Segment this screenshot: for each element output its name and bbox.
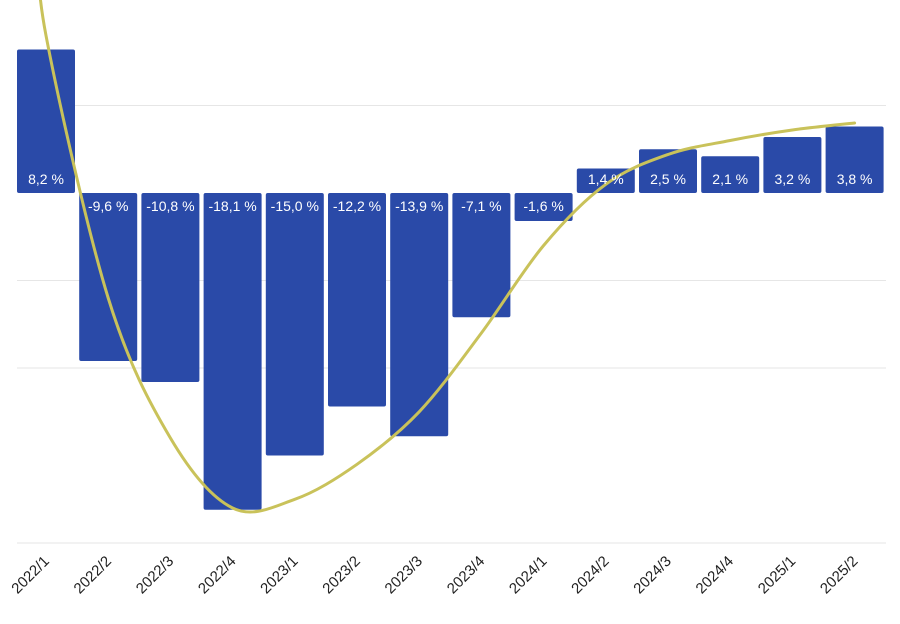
x-tick-label: 2022/4 bbox=[195, 553, 239, 597]
bar-2025-1 bbox=[763, 137, 822, 193]
bar-2023-3 bbox=[390, 193, 449, 437]
x-tick-label: 2023/3 bbox=[382, 553, 426, 597]
x-tick-label: 2024/2 bbox=[568, 553, 612, 597]
x-axis-ticks: 2022/1 2022/2 2022/3 2022/4 2023/1 2023/2 2023… bbox=[8, 553, 861, 597]
x-tick-label: 2025/1 bbox=[755, 553, 799, 597]
data-label: 3,2 % bbox=[774, 171, 810, 187]
data-label: -12,2 % bbox=[333, 198, 381, 214]
x-tick-label: 2022/1 bbox=[8, 553, 52, 597]
data-label: 2,1 % bbox=[712, 171, 748, 187]
x-tick-label: 2022/3 bbox=[133, 553, 177, 597]
data-label: -10,8 % bbox=[146, 198, 194, 214]
bar-2022-3 bbox=[141, 193, 200, 382]
data-label: -7,1 % bbox=[461, 198, 501, 214]
x-tick-label: 2023/4 bbox=[444, 553, 488, 597]
x-tick-label: 2024/4 bbox=[693, 553, 737, 597]
bars bbox=[17, 49, 884, 510]
x-tick-label: 2024/1 bbox=[506, 553, 550, 597]
x-tick-label: 2025/2 bbox=[817, 553, 861, 597]
bar-2024-1 bbox=[514, 193, 573, 221]
bar-2023-4 bbox=[452, 193, 511, 318]
bar-2022-1 bbox=[17, 49, 75, 193]
x-tick-label: 2024/3 bbox=[630, 553, 674, 597]
trend-line-group bbox=[39, 0, 857, 514]
data-label: -15,0 % bbox=[271, 198, 319, 214]
data-label: 3,8 % bbox=[837, 171, 873, 187]
data-label: -1,6 % bbox=[523, 198, 563, 214]
data-label: 2,5 % bbox=[650, 171, 686, 187]
bar-labels: 8,2 %-9,6 % -10,8 % -18,1 % -15,0 % -12,2 % -… bbox=[28, 171, 872, 214]
trend-line bbox=[39, 0, 857, 514]
bar-2022-4 bbox=[203, 193, 262, 510]
bar-2025-2 bbox=[825, 126, 884, 193]
x-tick-label: 2023/2 bbox=[319, 553, 363, 597]
bar-2024-4 bbox=[701, 156, 760, 193]
data-label: -9,6 % bbox=[88, 198, 128, 214]
x-tick-label: 2023/1 bbox=[257, 553, 301, 597]
data-label: 1,4 % bbox=[588, 171, 624, 187]
data-label: -18,1 % bbox=[208, 198, 256, 214]
bar-2023-1 bbox=[265, 193, 324, 456]
data-label: 8,2 % bbox=[28, 171, 64, 187]
bar-2023-2 bbox=[328, 193, 386, 407]
data-label: -13,9 % bbox=[395, 198, 443, 214]
x-tick-label: 2022/2 bbox=[71, 553, 115, 597]
bar-2022-2 bbox=[79, 193, 138, 361]
